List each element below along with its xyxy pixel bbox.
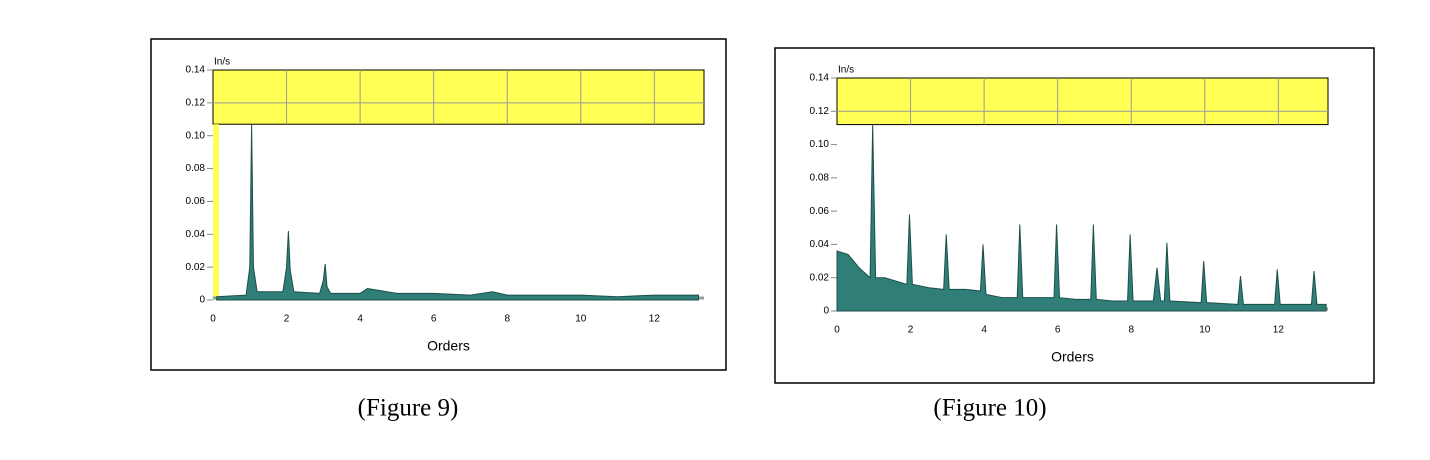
x-tick-label: 12 — [649, 314, 661, 325]
y-tick-label: 0.06 — [186, 196, 206, 207]
frame — [774, 47, 1375, 384]
frame — [150, 38, 727, 371]
spectrum — [216, 124, 699, 301]
x-tick-label: 8 — [1128, 325, 1134, 336]
x-tick-label: 10 — [1199, 325, 1211, 336]
y-tick-label: 0.12 — [186, 97, 206, 108]
y-tick-label: 0.02 — [810, 272, 830, 283]
caption: (Figure 9) — [358, 395, 459, 422]
x-tick-label: 4 — [357, 314, 363, 325]
y-tick-label: 0.08 — [186, 163, 206, 174]
y-tick-label: 0.10 — [186, 130, 206, 141]
y-tick-label: 0.14 — [186, 65, 206, 76]
x-tick-label: 6 — [431, 314, 437, 325]
band-strip — [213, 124, 219, 300]
x-axis-label: Orders — [427, 338, 470, 354]
alert-band — [212, 69, 705, 125]
x-tick-label: 6 — [1055, 325, 1061, 336]
y-tick-label: 0.04 — [810, 239, 830, 250]
x-tick-label: 4 — [981, 325, 987, 336]
x-tick-label: 8 — [504, 314, 510, 325]
y-tick-label: 0.08 — [810, 172, 830, 183]
caption: (Figure 10) — [933, 395, 1046, 422]
y-tick-label: 0 — [823, 306, 829, 317]
y-axis-label: In/s — [838, 65, 854, 76]
y-tick-label: 0.04 — [186, 229, 206, 240]
y-tick-label: 0.02 — [186, 262, 206, 273]
alert-band — [836, 77, 1329, 126]
y-tick-label: 0.12 — [810, 106, 830, 117]
x-tick-label: 10 — [575, 314, 587, 325]
spectrum — [836, 124, 1327, 312]
x-axis-label: Orders — [1051, 349, 1094, 365]
y-tick-label: 0.06 — [810, 206, 830, 217]
x-tick-label: 2 — [284, 314, 290, 325]
x-tick-label: 2 — [908, 325, 914, 336]
x-tick-label: 0 — [210, 314, 216, 325]
y-tick-label: 0.10 — [810, 139, 830, 150]
y-axis-label: In/s — [214, 57, 230, 68]
y-tick-label: 0.14 — [810, 73, 830, 84]
x-tick-label: 0 — [834, 325, 840, 336]
x-tick-label: 12 — [1273, 325, 1285, 336]
y-tick-label: 0 — [199, 295, 205, 306]
